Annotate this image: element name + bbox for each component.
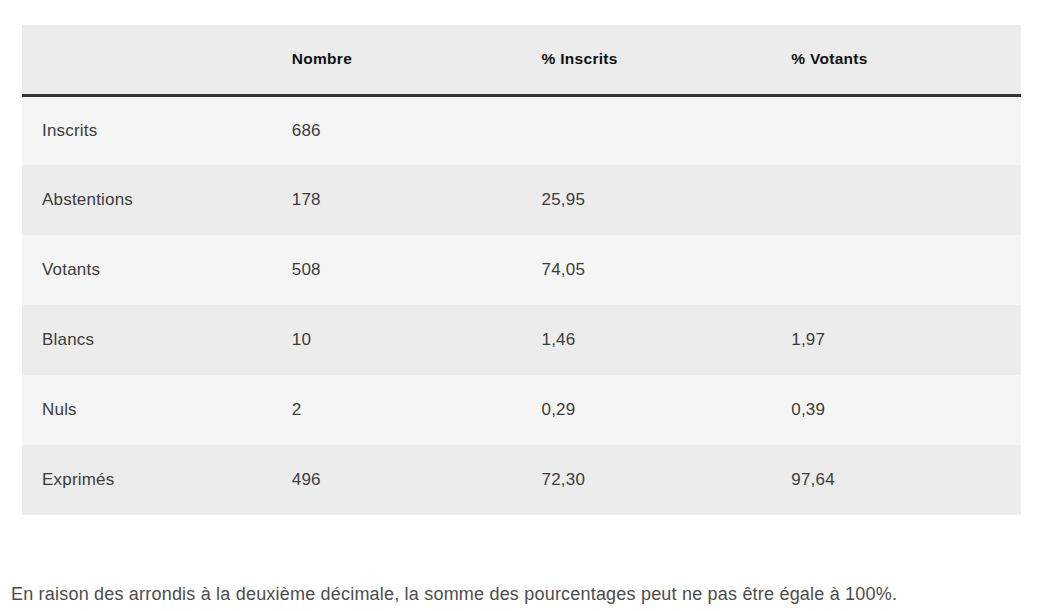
table-row-blancs: Blancs 10 1,46 1,97: [22, 305, 1021, 375]
cell-pct-votants: 97,64: [771, 445, 1021, 515]
cell-pct-inscrits: 0,29: [522, 375, 772, 445]
table-header-row: Nombre % Inscrits % Votants: [22, 25, 1021, 95]
cell-nombre: 686: [272, 95, 522, 165]
row-label: Exprimés: [22, 445, 272, 515]
row-label: Votants: [22, 235, 272, 305]
column-header-empty: [22, 25, 272, 95]
table-header: Nombre % Inscrits % Votants: [22, 25, 1021, 95]
table-body: Inscrits 686 Abstentions 178 25,95 Votan…: [22, 95, 1021, 515]
column-header-nombre: Nombre: [272, 25, 522, 95]
cell-nombre: 496: [272, 445, 522, 515]
cell-pct-votants: [771, 95, 1021, 165]
row-label: Inscrits: [22, 95, 272, 165]
cell-pct-inscrits: 25,95: [522, 165, 772, 235]
results-page: Nombre % Inscrits % Votants Inscrits 686…: [0, 0, 1056, 611]
cell-pct-votants: 1,97: [771, 305, 1021, 375]
cell-pct-votants: [771, 165, 1021, 235]
column-header-pct-votants: % Votants: [771, 25, 1021, 95]
cell-pct-votants: [771, 235, 1021, 305]
table-row-exprimes: Exprimés 496 72,30 97,64: [22, 445, 1021, 515]
cell-nombre: 178: [272, 165, 522, 235]
row-label: Nuls: [22, 375, 272, 445]
cell-nombre: 2: [272, 375, 522, 445]
row-label: Blancs: [22, 305, 272, 375]
cell-pct-inscrits: 1,46: [522, 305, 772, 375]
cell-nombre: 10: [272, 305, 522, 375]
cell-pct-inscrits: [522, 95, 772, 165]
cell-pct-inscrits: 74,05: [522, 235, 772, 305]
table-row-nuls: Nuls 2 0,29 0,39: [22, 375, 1021, 445]
cell-pct-votants: 0,39: [771, 375, 1021, 445]
cell-nombre: 508: [272, 235, 522, 305]
column-header-pct-inscrits: % Inscrits: [522, 25, 772, 95]
row-label: Abstentions: [22, 165, 272, 235]
table-row-votants: Votants 508 74,05: [22, 235, 1021, 305]
participation-results-table: Nombre % Inscrits % Votants Inscrits 686…: [22, 25, 1021, 515]
cell-pct-inscrits: 72,30: [522, 445, 772, 515]
rounding-footnote: En raison des arrondis à la deuxième déc…: [11, 584, 1051, 605]
table-row-inscrits: Inscrits 686: [22, 95, 1021, 165]
table-row-abstentions: Abstentions 178 25,95: [22, 165, 1021, 235]
